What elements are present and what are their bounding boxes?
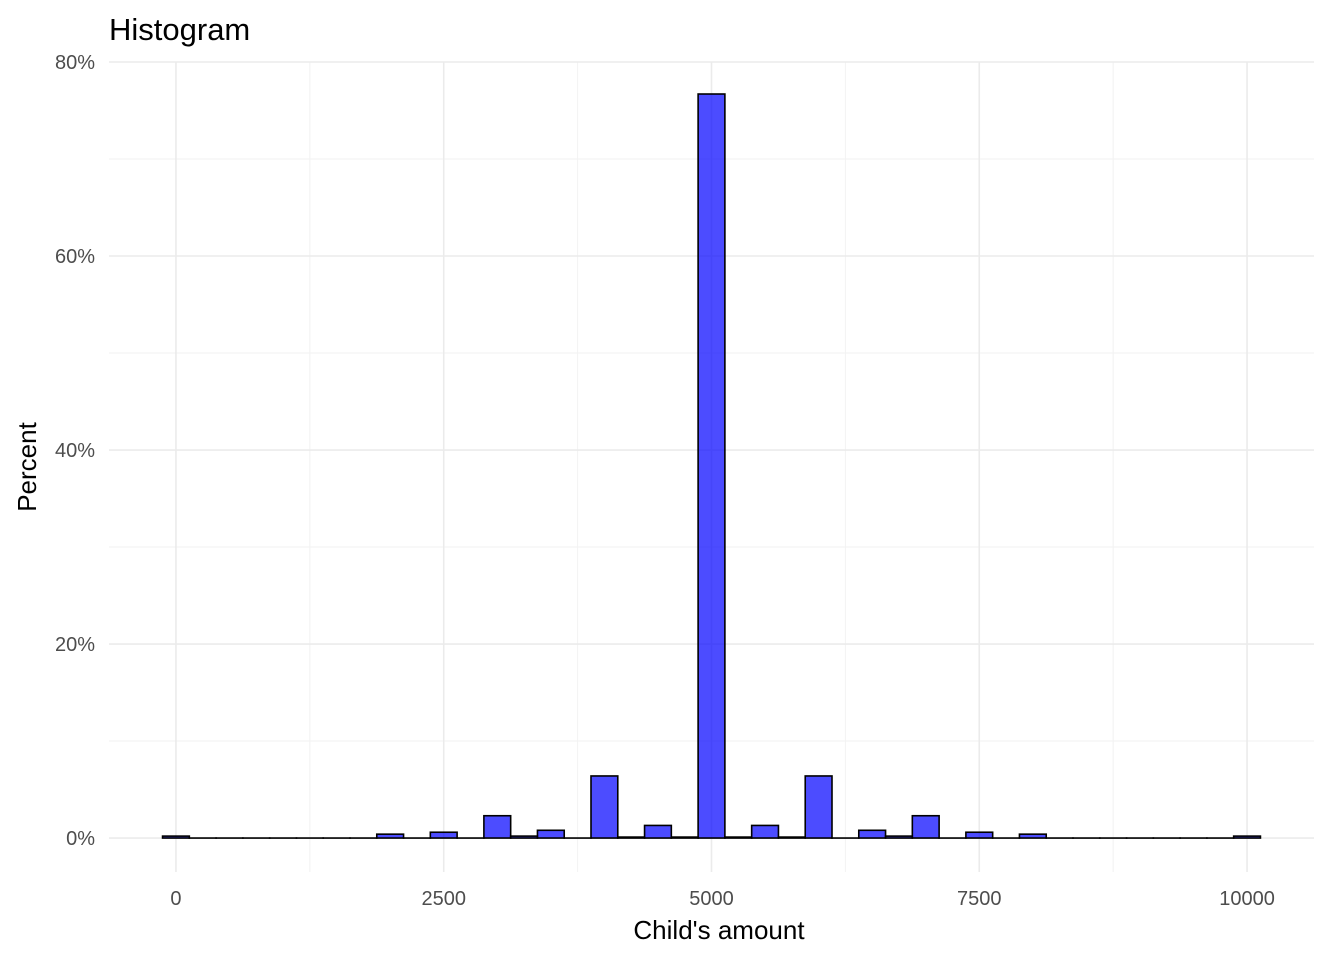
- y-tick-label: 40%: [55, 440, 95, 462]
- x-tick-label: 2500: [421, 888, 466, 910]
- y-tick-label: 0%: [66, 828, 95, 850]
- histogram-bar: [1232, 835, 1262, 839]
- histogram-bar: [724, 836, 753, 839]
- histogram-bar: [375, 833, 405, 839]
- histogram-bar: [670, 836, 699, 839]
- histogram-bar: [750, 824, 780, 839]
- histogram-bar: [590, 775, 619, 839]
- y-tick-label: 20%: [55, 634, 95, 656]
- y-axis-ticks: 0% 20% 40% 60% 80%: [55, 52, 95, 850]
- histogram-bar: [536, 829, 566, 839]
- x-axis-ticks: 0 2500 5000 7500 10000: [170, 888, 1274, 910]
- histogram-bar: [1018, 833, 1048, 839]
- x-tick-label: 7500: [957, 888, 1002, 910]
- histogram-bar: [509, 835, 539, 839]
- x-axis-title: Child's amount: [633, 915, 805, 945]
- y-tick-label: 60%: [55, 246, 95, 268]
- histogram-bar: [857, 829, 887, 839]
- chart-title: Histogram: [109, 12, 250, 47]
- histogram-bar: [616, 836, 646, 839]
- histogram-bars: [161, 93, 1262, 839]
- histogram-bar: [643, 824, 673, 839]
- histogram-bar: [804, 775, 833, 839]
- histogram-bar: [483, 814, 512, 839]
- histogram-bar: [429, 831, 458, 839]
- histogram-bar: [697, 93, 726, 839]
- x-tick-label: 0: [170, 888, 181, 910]
- y-axis-title: Percent: [12, 421, 42, 511]
- x-tick-label: 10000: [1219, 888, 1275, 910]
- histogram-bar: [884, 835, 914, 839]
- x-tick-label: 5000: [689, 888, 734, 910]
- histogram-bar: [777, 836, 807, 839]
- histogram-bar: [161, 835, 191, 839]
- y-tick-label: 80%: [55, 52, 95, 74]
- histogram-bar: [965, 831, 994, 839]
- histogram-bar: [911, 814, 940, 839]
